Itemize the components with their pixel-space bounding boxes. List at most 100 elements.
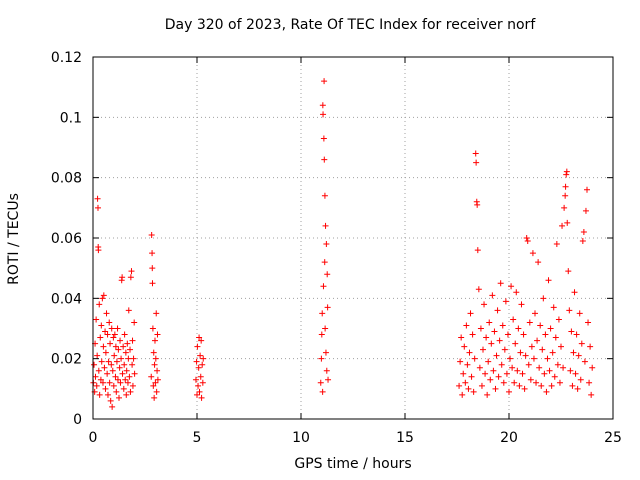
data-point (533, 379, 540, 386)
data-point (199, 379, 206, 386)
data-point (489, 292, 496, 299)
data-point (154, 331, 161, 338)
x-tick-label: 25 (604, 430, 622, 446)
data-point (496, 337, 503, 344)
data-point (152, 355, 159, 362)
data-point (501, 346, 508, 353)
x-tick-label: 5 (193, 430, 202, 446)
data-point (154, 367, 161, 374)
data-point (319, 388, 326, 395)
data-point (196, 388, 203, 395)
data-point (197, 352, 204, 359)
data-point (562, 183, 569, 190)
data-point (487, 376, 494, 383)
data-point (321, 192, 328, 199)
data-point (153, 388, 160, 395)
data-point (491, 328, 498, 335)
data-point (467, 310, 474, 317)
data-point (458, 334, 465, 341)
data-point (123, 391, 130, 398)
data-point (535, 259, 542, 266)
data-point (514, 367, 521, 374)
data-point (569, 382, 576, 389)
data-point (494, 307, 501, 314)
data-point (568, 328, 575, 335)
data-point (504, 331, 511, 338)
data-point (317, 379, 324, 386)
data-point (581, 358, 588, 365)
data-point (554, 361, 561, 368)
data-point (192, 376, 199, 383)
data-point (130, 355, 137, 362)
data-point (91, 361, 98, 368)
data-point (512, 340, 519, 347)
data-point (461, 343, 468, 350)
y-tick-label: 0.1 (60, 110, 82, 126)
data-point (567, 367, 574, 374)
data-point (466, 349, 473, 356)
data-point (151, 394, 158, 401)
data-point (93, 316, 100, 323)
data-point (125, 307, 132, 314)
data-point (108, 361, 115, 368)
data-point (469, 331, 476, 338)
data-point (528, 343, 535, 350)
x-tick-label: 0 (89, 430, 98, 446)
data-point (555, 316, 562, 323)
data-point (538, 382, 545, 389)
data-point (111, 352, 118, 359)
y-tick-label: 0.08 (51, 171, 82, 187)
data-point (198, 337, 205, 344)
data-point (93, 382, 100, 389)
data-point (522, 352, 529, 359)
data-point (116, 364, 123, 371)
data-point (127, 346, 134, 353)
data-point (457, 358, 464, 365)
data-point (483, 334, 490, 341)
data-point (114, 325, 121, 332)
data-point (195, 382, 202, 389)
data-point (497, 280, 504, 287)
data-point (524, 238, 531, 245)
data-point (149, 250, 156, 257)
data-point (553, 241, 560, 248)
data-point (480, 346, 486, 353)
data-point (96, 301, 103, 308)
chart-title: Day 320 of 2023, Rate Of TEC Index for r… (164, 17, 536, 33)
data-point (127, 388, 134, 395)
data-point (152, 379, 159, 386)
y-tick-label: 0.12 (51, 50, 82, 66)
data-points (90, 78, 596, 410)
data-point (108, 325, 115, 332)
data-point (561, 204, 568, 211)
data-point (546, 367, 553, 374)
data-point (530, 355, 537, 362)
data-point (551, 373, 558, 380)
data-point (123, 367, 130, 374)
data-point (518, 301, 525, 308)
data-point (94, 352, 101, 359)
data-point (98, 358, 105, 365)
data-point (97, 334, 104, 341)
data-point (470, 388, 477, 395)
data-point (481, 301, 488, 308)
data-point (129, 382, 136, 389)
data-point (460, 370, 467, 377)
data-point (129, 361, 136, 368)
data-point (492, 385, 499, 392)
data-point (104, 370, 111, 377)
data-point (488, 340, 495, 347)
data-point (520, 331, 527, 338)
data-point (570, 349, 577, 356)
x-tick-label: 15 (396, 430, 414, 446)
data-point (114, 376, 121, 383)
data-point (122, 376, 129, 383)
data-point (100, 292, 107, 299)
data-point (564, 219, 571, 226)
data-point (110, 382, 117, 389)
data-point (121, 331, 128, 338)
data-point (549, 349, 556, 356)
data-point (565, 268, 572, 275)
data-point (579, 238, 586, 245)
